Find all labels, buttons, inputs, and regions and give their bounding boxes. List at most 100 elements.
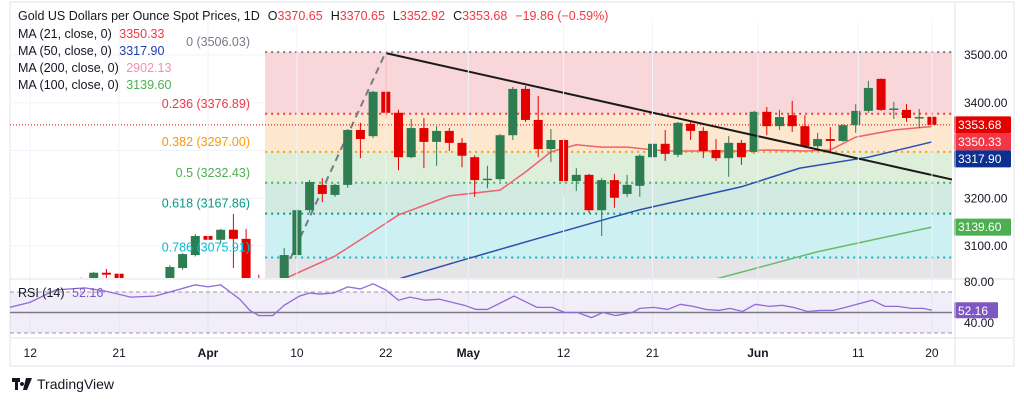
candle (355, 122, 365, 159)
candle (775, 109, 784, 130)
candle (165, 265, 175, 278)
candle (89, 271, 99, 278)
candle-body (190, 235, 200, 256)
candle-body (508, 88, 518, 136)
candle (724, 136, 734, 177)
candle-body (686, 123, 696, 131)
open-label: O (267, 9, 278, 23)
candle (190, 234, 200, 257)
candle-body (432, 130, 442, 142)
candle-body (355, 129, 365, 140)
candle-body (228, 229, 238, 239)
candle-body (533, 119, 543, 150)
ma50-label: MA (50, close, 0) (18, 44, 112, 58)
candle-body (622, 184, 632, 194)
low-label: L (392, 9, 400, 23)
candle (495, 133, 505, 182)
candle (838, 124, 848, 142)
candle-body (127, 284, 136, 286)
ma-line-ma100 (716, 226, 933, 278)
low-value: 3352.92 (399, 9, 446, 23)
candle (101, 268, 111, 278)
candle (800, 115, 810, 149)
fib-band-0.382 (265, 151, 952, 183)
ma21-value: 3350.33 (119, 27, 165, 41)
candle (851, 104, 861, 133)
rsi-axis-label: 80.00 (964, 275, 994, 289)
rsi-value: 52.16 (72, 286, 104, 300)
open-value: 3370.65 (277, 9, 323, 23)
chart-frame (9, 1, 1015, 367)
tradingview-logo[interactable]: TradingView (12, 376, 114, 392)
candle-body (711, 150, 721, 159)
tradingview-logo-icon (12, 378, 32, 390)
candle-body (635, 155, 645, 186)
candle (673, 121, 683, 158)
time-axis-label: 11 (852, 346, 865, 360)
high-label: H (330, 9, 340, 23)
indicator-ma200[interactable]: MA (200, close, 0) 2902.13 (18, 61, 175, 75)
fib-band-0.236 (265, 113, 952, 152)
candle-body (902, 109, 911, 119)
candle (762, 107, 772, 136)
time-axis-label: Apr (198, 346, 219, 360)
candle-body (165, 267, 175, 278)
candle (622, 174, 632, 197)
candle (749, 110, 759, 154)
candle (813, 132, 823, 151)
candle (660, 129, 670, 162)
time-axis-label: 21 (112, 346, 126, 360)
candle (609, 173, 619, 208)
candle-body (660, 143, 670, 154)
candle-body (800, 126, 810, 147)
rsi-line (10, 283, 933, 319)
indicator-rsi[interactable]: RSI (14) 52.16 (18, 286, 107, 300)
candle-body (368, 91, 378, 137)
candle-body (571, 174, 581, 182)
fib-level-label: 0.786 (3075.91) (162, 241, 250, 255)
candle (330, 183, 340, 197)
indicator-ma100[interactable]: MA (100, close, 0) 3139.60 (18, 78, 175, 92)
candle (584, 173, 594, 214)
candle-body (178, 254, 188, 268)
candle-body (851, 110, 861, 126)
candle (482, 165, 492, 189)
time-axis-label: 12 (557, 346, 571, 360)
indicator-ma21[interactable]: MA (21, close, 0) 3350.33 (18, 27, 168, 41)
candle-body (673, 122, 683, 155)
candle (406, 118, 416, 159)
ma-line-ma50 (399, 141, 933, 278)
candle (432, 126, 442, 166)
tradingview-wordmark: TradingView (37, 376, 115, 392)
candle (533, 96, 543, 158)
fib-band-0.618 (265, 213, 952, 258)
price-label-badge (954, 116, 1011, 134)
rsi-value-text: 52.16 (958, 304, 988, 318)
candle (216, 228, 226, 244)
candle (914, 108, 924, 129)
rsi-value-badge (954, 302, 998, 319)
candle-body (609, 180, 619, 198)
candle-body (787, 115, 797, 127)
candle (470, 155, 480, 197)
candle (698, 127, 708, 159)
time-axis-label: 21 (646, 346, 660, 360)
candle-body (495, 135, 505, 180)
ma50-value: 3317.90 (119, 44, 165, 58)
candle (711, 139, 721, 162)
price-label-text: 3353.68 (958, 118, 1002, 132)
fib-level-label: 0.382 (3297.00) (162, 135, 250, 149)
candle (254, 274, 264, 278)
time-axis-label: 12 (24, 346, 38, 360)
price-label-badge (954, 150, 1011, 168)
ma21-label: MA (21, close, 0) (18, 27, 112, 41)
ma100-label: MA (100, close, 0) (18, 78, 119, 92)
candle (571, 168, 581, 192)
candle (444, 128, 454, 151)
candle-body (330, 184, 340, 195)
symbol-legend: Gold US Dollars per Ounce Spot Prices, 1… (18, 9, 612, 23)
candle-body (394, 112, 403, 158)
candle-body (813, 139, 823, 147)
indicator-ma50[interactable]: MA (50, close, 0) 3317.90 (18, 44, 168, 58)
